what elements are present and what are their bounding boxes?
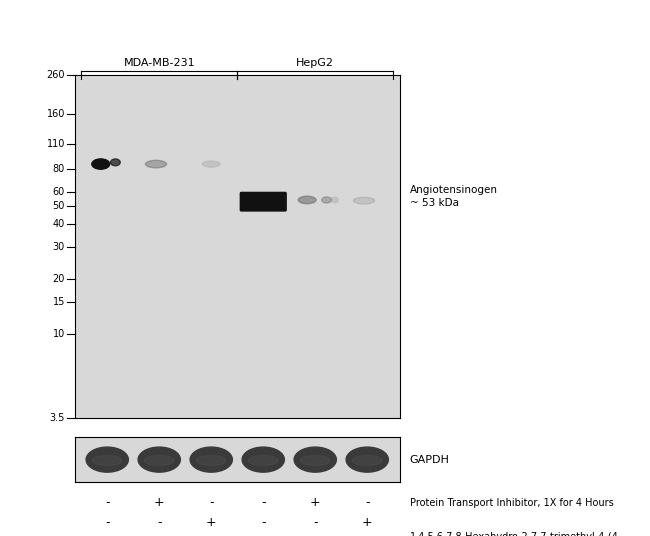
Ellipse shape — [196, 456, 226, 466]
Ellipse shape — [111, 159, 120, 166]
Ellipse shape — [190, 447, 233, 472]
Ellipse shape — [248, 456, 278, 466]
Text: 3.5: 3.5 — [49, 413, 65, 423]
Text: 50: 50 — [53, 202, 65, 211]
Text: 15: 15 — [53, 297, 65, 307]
Ellipse shape — [242, 447, 285, 472]
Text: HepG2: HepG2 — [296, 58, 334, 68]
Text: +: + — [154, 496, 164, 509]
Ellipse shape — [92, 456, 122, 466]
Ellipse shape — [298, 196, 316, 204]
Text: -: - — [365, 496, 369, 509]
Ellipse shape — [146, 160, 166, 168]
Text: Angiotensinogen
~ 53 kDa: Angiotensinogen ~ 53 kDa — [410, 185, 497, 208]
Text: Protein Transport Inhibitor, 1X for 4 Hours: Protein Transport Inhibitor, 1X for 4 Ho… — [410, 498, 613, 508]
Text: +: + — [362, 516, 372, 529]
Ellipse shape — [202, 161, 220, 167]
Text: 20: 20 — [53, 274, 65, 284]
Ellipse shape — [346, 447, 389, 472]
Text: -: - — [105, 496, 109, 509]
Ellipse shape — [352, 456, 382, 466]
Ellipse shape — [86, 447, 129, 472]
Text: 160: 160 — [47, 109, 65, 118]
Text: -: - — [105, 516, 109, 529]
Ellipse shape — [92, 159, 110, 169]
Ellipse shape — [138, 447, 181, 472]
Ellipse shape — [332, 197, 338, 203]
Text: GAPDH: GAPDH — [410, 455, 449, 465]
FancyBboxPatch shape — [240, 192, 286, 211]
Ellipse shape — [322, 197, 332, 203]
Ellipse shape — [144, 456, 174, 466]
Text: 10: 10 — [53, 330, 65, 339]
Text: -: - — [157, 516, 161, 529]
Text: MDA-MB-231: MDA-MB-231 — [124, 58, 195, 68]
Ellipse shape — [300, 456, 330, 466]
Text: 1,4,5,6,7,8-Hexahydro-2,7,7-trimethyl-4-(4-
nitrophenyl)-5-oxo-3-quinolinecarbox: 1,4,5,6,7,8-Hexahydro-2,7,7-trimethyl-4-… — [410, 532, 630, 536]
Ellipse shape — [354, 197, 374, 204]
Text: 80: 80 — [53, 164, 65, 174]
Ellipse shape — [294, 447, 337, 472]
Text: 40: 40 — [53, 219, 65, 229]
Text: -: - — [261, 516, 265, 529]
Text: 60: 60 — [53, 187, 65, 197]
Text: 110: 110 — [47, 138, 65, 148]
Text: -: - — [313, 516, 317, 529]
Text: 30: 30 — [53, 242, 65, 252]
Text: +: + — [310, 496, 320, 509]
Text: +: + — [206, 516, 216, 529]
Text: -: - — [209, 496, 213, 509]
Text: -: - — [261, 496, 265, 509]
Text: 260: 260 — [47, 70, 65, 80]
